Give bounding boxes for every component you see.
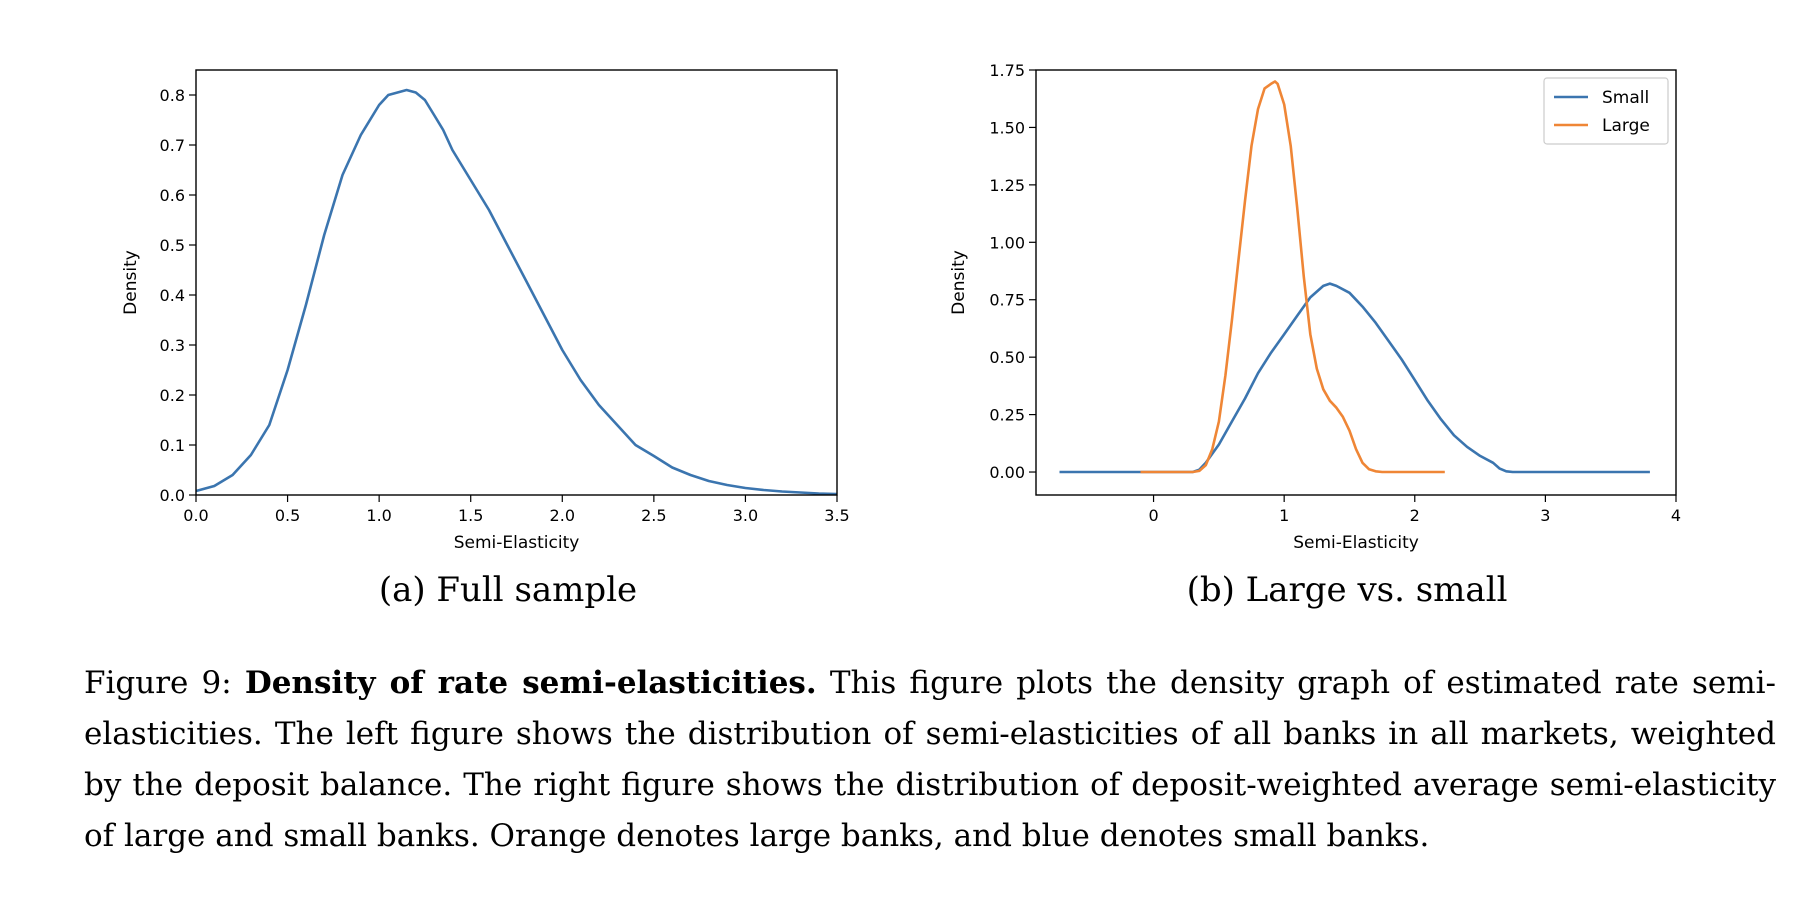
x-tick-label: 3.5 [824,506,849,525]
x-tick-label: 4 [1671,506,1681,525]
y-tick-label: 1.25 [989,176,1025,195]
x-tick-label: 3 [1540,506,1550,525]
x-tick-label: 0.5 [275,506,300,525]
y-tick-label: 0.0 [160,486,185,505]
y-tick-label: 0.7 [160,136,185,155]
x-tick-label: 0 [1148,506,1158,525]
x-tick-label: 1 [1279,506,1289,525]
caption-title: Density of rate semi-elasticities. [244,665,817,701]
y-tick-label: 0.6 [160,186,185,205]
y-tick-label: 0.75 [989,291,1025,310]
x-tick-label: 3.0 [733,506,758,525]
chart-panel-a: 0.0 0.5 1.0 1.5 2.0 2.5 3.0 3.5 0.0 0.1 0.2 0.3 0.4 0… [121,69,850,610]
y-tick-label: 0.00 [989,463,1025,482]
y-axis-label: Density [949,250,969,315]
caption-prefix: Figure 9: [84,665,245,701]
y-tick-label: 0.1 [160,436,185,455]
y-tick-label: 0.25 [989,406,1025,425]
legend-label-small: Small [1602,88,1649,108]
axes-frame [1035,69,1677,496]
y-tick-label: 1.00 [989,233,1025,252]
legend-box [1543,77,1669,145]
x-tick-label: 2.5 [641,506,666,525]
x-tick-label: 0.0 [183,506,208,525]
x-tick-label: 1.5 [458,506,483,525]
legend: Small Large [1543,77,1669,145]
axes-frame [195,69,838,496]
x-tick-label: 1.0 [366,506,391,525]
y-tick-label: 0.2 [160,386,185,405]
y-tick-label: 1.50 [989,118,1025,137]
y-tick-label: 0.4 [160,286,185,305]
y-tick-label: 1.75 [989,61,1025,80]
x-tick-label: 2.0 [550,506,575,525]
y-tick-label: 0.50 [989,348,1025,367]
series-line-large [1140,80,1445,474]
y-tick-label: 0.3 [160,336,185,355]
figure-caption: Figure 9: Density of rate semi-elasticit… [84,658,1776,862]
x-tick-label: 2 [1410,506,1420,525]
subfigure-caption: (b) Large vs. small [1187,570,1508,610]
caption-body: This figure plots the density graph of e… [84,665,1776,854]
series-line-small [1059,282,1650,474]
legend-label-large: Large [1602,116,1650,136]
y-tick-label: 0.5 [160,236,185,255]
x-axis-label: Semi-Elasticity [454,533,580,553]
y-axis-label: Density [121,250,141,315]
subfigure-caption: (a) Full sample [379,570,637,610]
chart-panel-b: 0 1 2 3 4 0.00 0.25 0.50 0.75 1.00 1.25 1.50 1.75 Sem… [949,61,1681,610]
y-tick-label: 0.8 [160,86,185,105]
series-line-density [195,88,838,496]
x-axis-label: Semi-Elasticity [1293,533,1419,553]
